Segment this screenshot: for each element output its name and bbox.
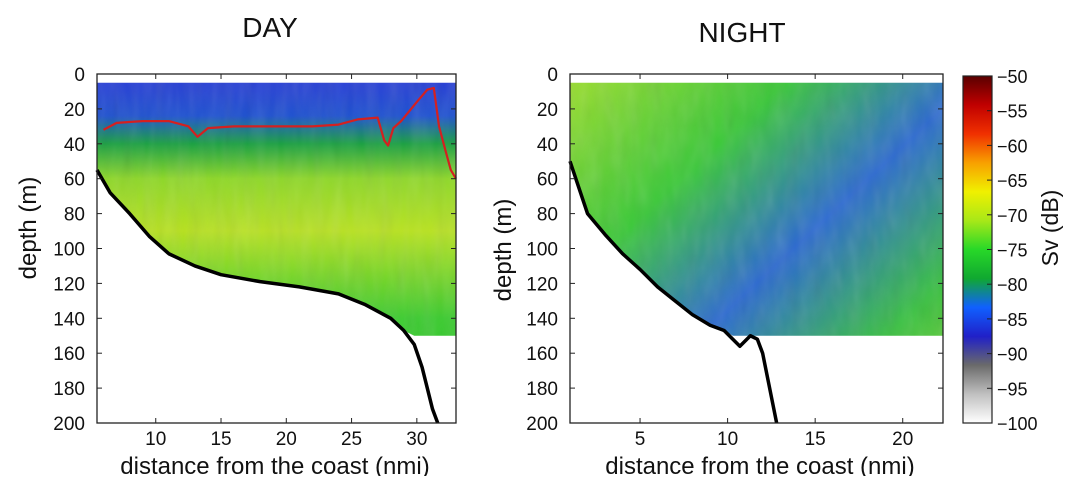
night-y-tick-label: 180 bbox=[526, 379, 558, 400]
day-axes: 0 20 40 60 80 100 120 140 160 180 200 10 15 20 25 30 bbox=[53, 65, 456, 450]
night-x-tick-label: 5 bbox=[635, 429, 646, 450]
colorbar-label: Sv (dB) bbox=[1037, 190, 1063, 267]
day-panel: DAY 0 20 40 60 80 100 120 140 160 180 200 10 15 20 25 3… bbox=[15, 12, 457, 480]
day-x-axis-label: distance from the coast (nmi) bbox=[120, 453, 429, 476]
night-backscatter-region bbox=[570, 82, 943, 336]
night-title: NIGHT bbox=[698, 17, 785, 48]
night-y-tick-label: 60 bbox=[537, 170, 558, 191]
colorbar-tick-label: −90 bbox=[997, 345, 1028, 365]
night-y-tick-label: 160 bbox=[526, 344, 558, 365]
night-y-tick-label: 100 bbox=[526, 240, 558, 261]
day-x-tick-label: 10 bbox=[145, 429, 166, 450]
night-y-tick-label: 120 bbox=[526, 274, 558, 295]
night-axes: 0 20 40 60 80 100 120 140 160 180 200 5 10 15 20 bbox=[526, 65, 943, 450]
night-y-tick-label: 80 bbox=[537, 205, 558, 226]
colorbar-tick-label: −80 bbox=[997, 275, 1028, 295]
colorbar-tick-label: −60 bbox=[997, 136, 1028, 156]
night-seafloor-line bbox=[568, 160, 779, 424]
night-panel: NIGHT 0 20 40 60 80 100 120 140 160 180 200 5 10 15 20… bbox=[490, 17, 944, 480]
day-y-tick-label: 160 bbox=[53, 344, 85, 365]
day-echogram bbox=[95, 82, 457, 424]
colorbar-tick-label: −50 bbox=[997, 67, 1028, 87]
day-title: DAY bbox=[242, 12, 298, 43]
colorbar-tick-label: −95 bbox=[997, 379, 1028, 399]
day-y-tick-label: 60 bbox=[64, 170, 85, 191]
day-y-tick-label: 80 bbox=[64, 205, 85, 226]
colorbar: −50 −55 −60 −65 −70 −75 −80 −85 −90 −95 −100 Sv (d… bbox=[962, 67, 1063, 434]
night-y-tick-label: 140 bbox=[526, 309, 558, 330]
day-y-tick-label: 200 bbox=[53, 414, 85, 435]
day-x-tick-label: 25 bbox=[341, 429, 362, 450]
day-x-tick-label: 15 bbox=[210, 429, 231, 450]
night-y-tick-label: 40 bbox=[537, 135, 558, 156]
night-x-axis-label: distance from the coast (nmi) bbox=[605, 453, 914, 476]
colorbar-tick-label: −100 bbox=[997, 414, 1038, 434]
colorbar-tick-label: −70 bbox=[997, 206, 1028, 226]
colorbar-ticks: −50 −55 −60 −65 −70 −75 −80 −85 −90 −95 −100 bbox=[987, 67, 1038, 434]
night-backscatter-texture bbox=[570, 82, 943, 336]
day-y-tick-label: 100 bbox=[53, 240, 85, 261]
night-y-tick-label: 200 bbox=[526, 414, 558, 435]
night-x-tick-label: 15 bbox=[805, 429, 826, 450]
night-echogram bbox=[568, 82, 943, 424]
night-x-tick-label: 20 bbox=[892, 429, 913, 450]
day-x-tick-label: 30 bbox=[406, 429, 427, 450]
day-y-tick-label: 180 bbox=[53, 379, 85, 400]
colorbar-tick-label: −85 bbox=[997, 310, 1028, 330]
day-scattering-layer-boundary bbox=[103, 86, 457, 180]
day-x-tick-label: 20 bbox=[276, 429, 297, 450]
day-y-tick-label: 0 bbox=[74, 65, 85, 86]
night-y-axis-label: depth (m) bbox=[490, 199, 517, 302]
night-x-tick-label: 10 bbox=[717, 429, 738, 450]
night-y-tick-label: 20 bbox=[537, 100, 558, 121]
day-y-axis-label: depth (m) bbox=[15, 177, 42, 280]
colorbar-tick-label: −75 bbox=[997, 241, 1028, 261]
day-y-tick-label: 20 bbox=[64, 100, 85, 121]
night-y-tick-label: 0 bbox=[547, 65, 558, 86]
colorbar-tick-label: −55 bbox=[997, 102, 1028, 122]
day-y-tick-label: 140 bbox=[53, 309, 85, 330]
day-y-tick-label: 120 bbox=[53, 274, 85, 295]
day-seafloor-line bbox=[95, 169, 440, 424]
day-y-tick-label: 40 bbox=[64, 135, 85, 156]
colorbar-tick-label: −65 bbox=[997, 171, 1028, 191]
